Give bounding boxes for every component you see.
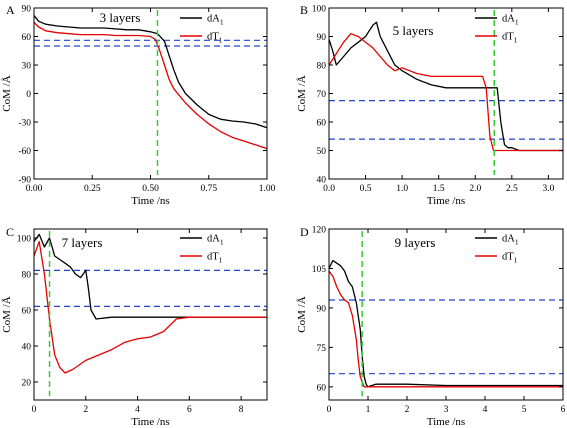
y-tick-label: 0 bbox=[26, 90, 31, 100]
y-axis-label: CoM /Å bbox=[1, 296, 13, 332]
x-tick-label: 2 bbox=[405, 405, 410, 415]
panel-title: 5 layers bbox=[393, 23, 434, 38]
y-tick-label: -90 bbox=[18, 176, 31, 186]
x-tick-label: 0.5 bbox=[360, 184, 372, 194]
series-group bbox=[329, 21, 563, 152]
x-tick-label: 6 bbox=[187, 405, 192, 415]
series-line-da bbox=[34, 233, 267, 320]
y-tick-label: 90 bbox=[22, 5, 32, 15]
x-tick-label: 3.0 bbox=[542, 184, 554, 194]
panel-c: 0 2 4 6 8 20 40 60 80 100 Time /ns CoM /Å C 7 layers d… bbox=[1, 225, 268, 428]
series-group bbox=[329, 259, 563, 388]
x-axis-label: Time /ns bbox=[427, 195, 465, 207]
y-tick-label: 80 bbox=[317, 62, 327, 72]
x-tick-label: 1 bbox=[366, 405, 371, 415]
y-tick-label: 90 bbox=[317, 33, 327, 43]
y-tick-label: 60 bbox=[317, 383, 327, 393]
x-tick-label: 0 bbox=[327, 405, 332, 415]
x-tick-label: 6 bbox=[561, 405, 566, 415]
x-tick-label: 4 bbox=[483, 405, 488, 415]
legend-label-dt: dT1 bbox=[502, 32, 518, 45]
y-tick-label: 70 bbox=[317, 90, 327, 100]
series-group bbox=[34, 233, 267, 374]
panel-title: 3 layers bbox=[100, 10, 141, 25]
series-line-dt bbox=[329, 33, 563, 152]
x-tick-label: 2.5 bbox=[506, 184, 518, 194]
x-tick-label: 1.5 bbox=[433, 184, 445, 194]
y-axis-label: CoM /Å bbox=[296, 296, 308, 332]
y-tick-label: 30 bbox=[22, 62, 32, 72]
x-tick-label: 0.25 bbox=[84, 184, 101, 194]
x-tick-label: 2.0 bbox=[469, 184, 481, 194]
series-line-dt bbox=[329, 270, 563, 388]
y-tick-label: 50 bbox=[317, 147, 327, 157]
panel-title: 7 layers bbox=[62, 235, 103, 250]
y-tick-label: 120 bbox=[312, 226, 327, 236]
legend-label-da: dA1 bbox=[502, 14, 519, 27]
x-tick-label: 3 bbox=[444, 405, 449, 415]
x-tick-label: 0.75 bbox=[200, 184, 217, 194]
series-line-dt bbox=[34, 240, 267, 374]
plot-frame bbox=[33, 228, 268, 401]
panel-letter: A bbox=[6, 3, 15, 17]
panel-a: 0.00 0.25 0.50 0.75 1.00 90 60 30 0 -30 -60 -90 Time… bbox=[1, 3, 276, 207]
series-line-dt bbox=[34, 21, 267, 150]
x-tick-label: 1.0 bbox=[396, 184, 408, 194]
plot-frame bbox=[328, 7, 564, 180]
x-tick-label: 0.0 bbox=[323, 184, 335, 194]
y-axis-label: CoM /Å bbox=[1, 75, 13, 111]
legend-label-dt: dT1 bbox=[207, 252, 223, 265]
legend-label-da: dA1 bbox=[207, 14, 224, 27]
legend-label-dt: dT1 bbox=[502, 252, 518, 265]
panel-b: 0.0 0.5 1.0 1.5 2.0 2.5 3.0 40 50 60 70 80 90 100 Time… bbox=[296, 3, 564, 207]
x-tick-label: 2 bbox=[83, 405, 88, 415]
y-axis-label: CoM /Å bbox=[296, 75, 308, 111]
x-axis-label: Time /ns bbox=[131, 416, 169, 428]
series-line-da bbox=[34, 15, 267, 129]
panel-letter: C bbox=[6, 225, 14, 239]
x-tick-label: 1.00 bbox=[259, 184, 276, 194]
x-tick-label: 0.00 bbox=[26, 184, 43, 194]
series-group bbox=[34, 15, 267, 150]
y-tick-label: 90 bbox=[317, 304, 327, 314]
x-axis-label: Time /ns bbox=[131, 195, 169, 207]
y-tick-label: 60 bbox=[22, 307, 32, 317]
x-tick-label: 8 bbox=[239, 405, 244, 415]
x-tick-label: 0 bbox=[32, 405, 37, 415]
legend-label-da: dA1 bbox=[502, 234, 519, 247]
x-axis-label: Time /ns bbox=[427, 416, 465, 428]
y-tick-label: 60 bbox=[317, 119, 327, 129]
y-tick-label: 75 bbox=[317, 344, 327, 354]
y-tick-label: 20 bbox=[22, 379, 32, 389]
y-tick-label: 80 bbox=[22, 271, 32, 281]
x-tick-label: 5 bbox=[522, 405, 527, 415]
y-tick-label: 100 bbox=[17, 235, 32, 245]
series-line-da bbox=[329, 259, 563, 388]
series-line-da bbox=[329, 21, 563, 152]
y-tick-label: 40 bbox=[22, 343, 32, 353]
y-tick-label: -60 bbox=[18, 147, 31, 157]
panel-letter: B bbox=[300, 3, 308, 17]
panel-letter: D bbox=[300, 225, 309, 239]
x-tick-label: 4 bbox=[135, 405, 140, 415]
y-tick-label: -30 bbox=[18, 119, 31, 129]
panel-d: 0 1 2 3 4 5 6 60 75 90 105 120 Time /ns CoM /Å D 9 laye… bbox=[296, 225, 566, 428]
x-tick-label: 0.50 bbox=[142, 184, 159, 194]
legend-label-dt: dT1 bbox=[207, 32, 223, 45]
y-tick-label: 100 bbox=[312, 5, 327, 15]
y-tick-label: 60 bbox=[22, 33, 32, 43]
legend-label-da: dA1 bbox=[207, 234, 224, 247]
y-tick-label: 40 bbox=[317, 176, 327, 186]
y-tick-label: 105 bbox=[312, 265, 327, 275]
panel-title: 9 layers bbox=[395, 235, 436, 250]
